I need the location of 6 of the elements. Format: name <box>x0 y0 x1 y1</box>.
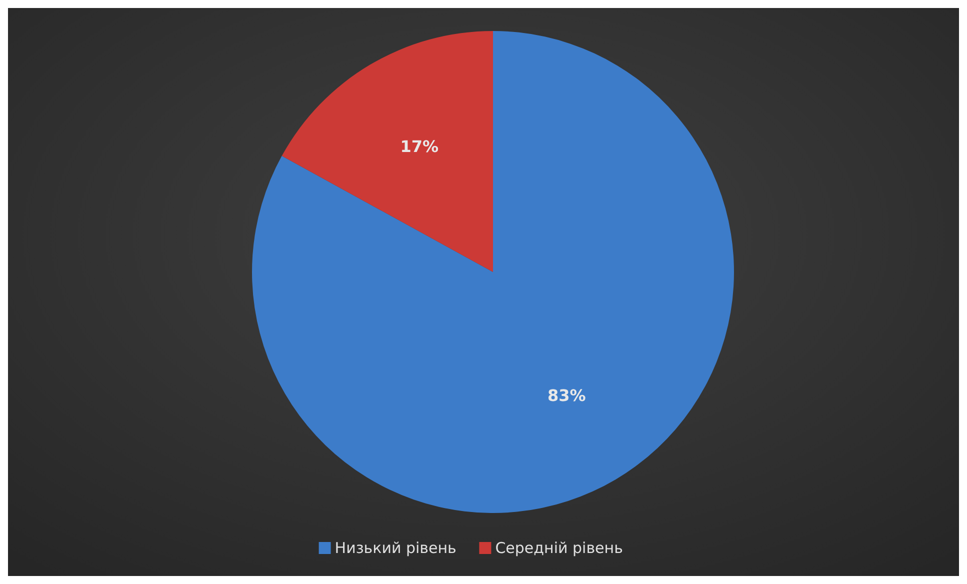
legend-label: Середній рівень <box>495 539 623 557</box>
pie-slice <box>282 31 493 272</box>
pie-slice <box>252 31 734 513</box>
legend-label: Низький рівень <box>334 539 456 557</box>
data-label: 17% <box>400 136 439 156</box>
data-label: 83% <box>547 386 586 405</box>
